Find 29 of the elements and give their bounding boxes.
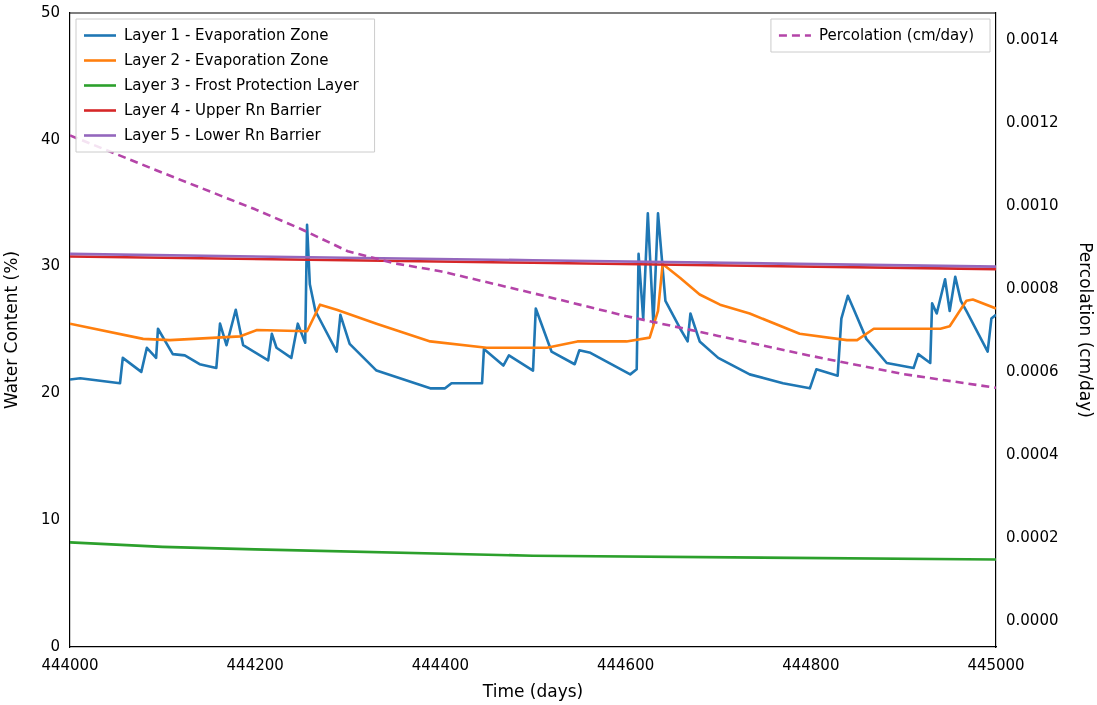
x-tick-label: 445000 [967, 655, 1025, 674]
legend-label: Percolation (cm/day) [818, 26, 975, 45]
x-tick-label: 444400 [411, 655, 470, 674]
y2-tick-label: 0.0000 [1006, 610, 1059, 629]
legend-label: Layer 1 - Evaporation Zone [124, 26, 329, 45]
y-axis-title: Water Content (%) [0, 250, 21, 410]
y-tick-label: 0 [50, 636, 60, 655]
y2-tick-label: 0.0014 [1006, 29, 1059, 48]
y-tick-label: 40 [40, 129, 60, 148]
y2-tick-label: 0.0010 [1006, 195, 1059, 214]
y-tick-label: 50 [40, 2, 60, 21]
legend-label: Layer 2 - Evaporation Zone [124, 51, 329, 70]
x-axis-title: Time (days) [481, 681, 584, 702]
x-tick-label: 444200 [226, 655, 284, 674]
y2-tick-label: 0.0012 [1006, 112, 1059, 131]
y2-tick-label: 0.0004 [1006, 444, 1059, 463]
legend-label: Layer 5 - Lower Rn Barrier [124, 126, 322, 145]
x-tick-label: 444800 [782, 655, 840, 674]
x-tick-label: 444600 [596, 655, 655, 674]
y-tick-label: 30 [40, 256, 60, 275]
legend-label: Layer 4 - Upper Rn Barrier [124, 101, 322, 120]
y2-tick-label: 0.0008 [1006, 278, 1059, 297]
y2-tick-label: 0.0002 [1006, 527, 1059, 546]
legend-label: Layer 3 - Frost Protection Layer [124, 76, 360, 95]
y2-tick-label: 0.0006 [1006, 361, 1059, 380]
y-tick-label: 20 [40, 383, 60, 402]
y-tick-label: 10 [40, 510, 60, 529]
x-tick-label: 444000 [41, 655, 99, 674]
y2-axis-title: Percolation (cm/day) [1076, 242, 1097, 418]
